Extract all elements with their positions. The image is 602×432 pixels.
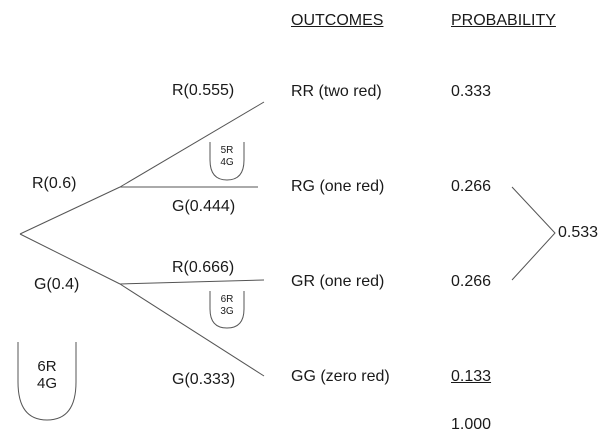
probability-rr: 0.333	[451, 83, 492, 100]
outcome-gr: GR (one red)	[291, 273, 385, 290]
urn-after-green-line1: 6R	[220, 294, 234, 305]
branch-gr	[119, 279, 265, 285]
probability-rg: 0.266	[451, 178, 492, 195]
second-draw-rr-label: R(0.555)	[172, 82, 235, 99]
branch-gg	[119, 283, 265, 377]
second-draw-gr-label: R(0.666)	[172, 259, 235, 276]
urn-initial-line2: 4G	[36, 375, 57, 393]
urn-after-red	[209, 142, 245, 181]
branch-rr	[119, 101, 265, 188]
urn-after-green-contents: 6R 3G	[214, 294, 240, 317]
combine-bracket	[511, 186, 556, 281]
probability-gg: 0.133	[451, 368, 492, 385]
first-draw-green-label: G(0.4)	[34, 276, 80, 293]
second-draw-rg-label: G(0.444)	[172, 198, 236, 215]
probability-header: PROBABILITY	[451, 12, 556, 29]
outcome-rg: RG (one red)	[291, 178, 385, 195]
outcome-gg: GG (zero red)	[291, 368, 390, 385]
second-draw-gg-label: G(0.333)	[172, 371, 236, 388]
branch-first-red	[19, 186, 121, 235]
urn-after-red-line1: 5R	[220, 145, 234, 156]
urn-after-green	[209, 291, 245, 329]
branch-first-green	[19, 233, 121, 285]
urn-initial-contents: 6R 4G	[26, 358, 68, 393]
urn-initial	[17, 342, 77, 421]
outcomes-header: OUTCOMES	[291, 12, 384, 29]
urn-after-red-contents: 5R 4G	[214, 145, 240, 168]
urn-after-red-line2: 4G	[220, 156, 234, 168]
outcome-rr: RR (two red)	[291, 83, 382, 100]
urn-after-green-line2: 3G	[220, 305, 234, 317]
first-draw-red-label: R(0.6)	[32, 175, 77, 192]
total-probability: 1.000	[451, 416, 492, 432]
probability-gr: 0.266	[451, 273, 492, 290]
urn-initial-line1: 6R	[37, 358, 57, 375]
combined-probability: 0.533	[558, 224, 599, 241]
